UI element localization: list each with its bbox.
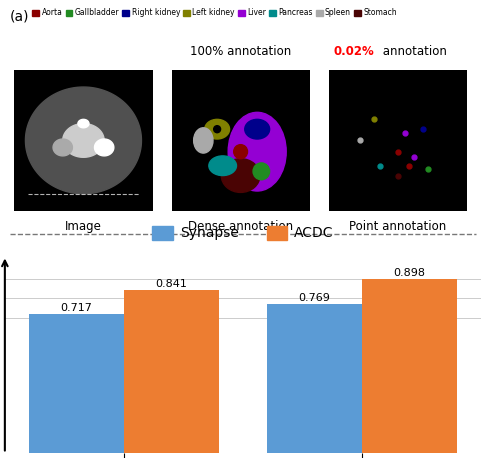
Bar (29, 314, 124, 453)
Ellipse shape (193, 128, 213, 153)
Ellipse shape (221, 159, 260, 192)
Ellipse shape (205, 120, 229, 139)
Ellipse shape (253, 163, 270, 180)
Polygon shape (78, 120, 89, 128)
Text: Dense annotation: Dense annotation (188, 220, 293, 233)
Polygon shape (94, 139, 114, 156)
Text: 100% annotation: 100% annotation (190, 45, 291, 59)
Bar (124, 290, 219, 453)
Ellipse shape (214, 125, 221, 133)
Polygon shape (63, 124, 104, 157)
Legend: Aorta, Gallbladder, Right kidney, Left kidney, Liver, Pancreas, Spleen, Stomach: Aorta, Gallbladder, Right kidney, Left k… (33, 8, 397, 17)
Text: 0.769: 0.769 (298, 293, 330, 303)
Ellipse shape (245, 120, 270, 139)
Ellipse shape (209, 156, 237, 175)
Bar (267, 304, 362, 453)
Legend: Synapse, ACDC: Synapse, ACDC (147, 220, 339, 246)
Text: 0.717: 0.717 (60, 303, 92, 313)
Bar (362, 279, 457, 453)
Ellipse shape (228, 112, 286, 191)
Polygon shape (53, 139, 72, 156)
Text: annotation: annotation (379, 45, 447, 59)
Bar (15, 70, 153, 211)
Text: (a): (a) (10, 9, 29, 23)
Text: Image: Image (65, 220, 102, 233)
Text: 0.898: 0.898 (394, 268, 426, 278)
Bar (172, 70, 310, 211)
Text: Point annotation: Point annotation (349, 220, 447, 233)
Ellipse shape (234, 145, 247, 159)
Polygon shape (25, 87, 141, 194)
Text: 0.841: 0.841 (156, 279, 188, 289)
Bar (329, 70, 467, 211)
Text: 0.02%: 0.02% (333, 45, 374, 59)
